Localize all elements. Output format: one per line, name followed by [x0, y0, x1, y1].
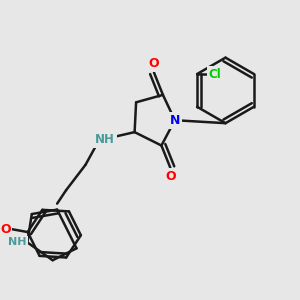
Text: NH: NH: [95, 133, 115, 146]
Text: O: O: [0, 223, 11, 236]
Text: O: O: [165, 170, 176, 183]
Text: Cl: Cl: [208, 68, 221, 80]
Text: O: O: [149, 57, 159, 70]
Text: N: N: [170, 114, 180, 127]
Text: NH: NH: [8, 237, 26, 248]
